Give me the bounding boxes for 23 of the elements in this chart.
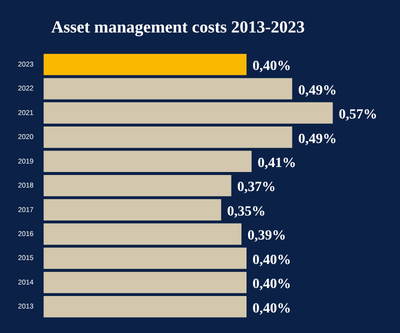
bar [44, 54, 247, 76]
data-label: 0,40% [252, 252, 292, 268]
data-label: 0,37% [237, 180, 276, 196]
data-label: 0,49% [298, 132, 337, 147]
bar [44, 199, 222, 220]
bar [44, 150, 252, 172]
chart-title: Asset management costs 2013-2023 [51, 18, 305, 37]
bar [44, 126, 292, 148]
bar [44, 223, 242, 245]
data-label: 0,35% [227, 204, 266, 220]
bar [44, 78, 292, 100]
data-label: 0,57% [338, 108, 378, 123]
bar [44, 102, 333, 124]
data-label: 0,41% [258, 156, 296, 171]
bar [44, 272, 247, 294]
data-label: 0,39% [247, 228, 286, 244]
bar [44, 248, 247, 269]
data-label: 0,40% [252, 59, 292, 74]
bar [44, 296, 247, 318]
data-label: 0,40% [252, 277, 292, 292]
bar [44, 174, 232, 196]
data-label: 0,49% [298, 83, 337, 98]
data-label: 0,40% [252, 301, 292, 316]
